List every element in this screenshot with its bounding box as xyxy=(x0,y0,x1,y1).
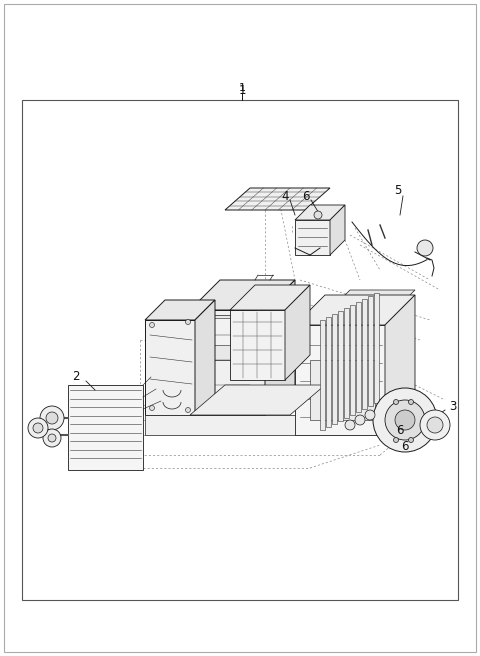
Polygon shape xyxy=(385,295,415,435)
Polygon shape xyxy=(230,310,285,380)
Polygon shape xyxy=(195,300,215,415)
Polygon shape xyxy=(320,320,385,430)
Circle shape xyxy=(345,420,355,430)
Circle shape xyxy=(395,410,415,430)
Circle shape xyxy=(394,400,398,405)
Polygon shape xyxy=(362,299,367,409)
Text: 1: 1 xyxy=(238,83,246,96)
Bar xyxy=(68,385,143,470)
Circle shape xyxy=(149,323,155,327)
Circle shape xyxy=(314,211,322,219)
Circle shape xyxy=(427,417,443,433)
Polygon shape xyxy=(145,320,195,415)
Circle shape xyxy=(28,418,48,438)
Polygon shape xyxy=(295,205,345,220)
Circle shape xyxy=(46,412,58,424)
Circle shape xyxy=(420,410,450,440)
Text: 6: 6 xyxy=(401,440,409,453)
Text: 2: 2 xyxy=(72,369,80,382)
Polygon shape xyxy=(295,325,385,435)
Polygon shape xyxy=(338,311,343,421)
Circle shape xyxy=(48,434,56,442)
Polygon shape xyxy=(350,305,355,415)
Polygon shape xyxy=(145,415,295,435)
Text: 5: 5 xyxy=(394,184,402,197)
Polygon shape xyxy=(285,285,310,380)
Polygon shape xyxy=(310,360,375,420)
Circle shape xyxy=(33,423,43,433)
Text: 3: 3 xyxy=(449,400,456,413)
Circle shape xyxy=(149,405,155,411)
Polygon shape xyxy=(320,320,325,430)
Polygon shape xyxy=(190,310,265,415)
Polygon shape xyxy=(190,385,325,415)
Polygon shape xyxy=(225,188,330,210)
Circle shape xyxy=(408,438,413,443)
Polygon shape xyxy=(295,220,330,255)
Polygon shape xyxy=(205,315,250,360)
Circle shape xyxy=(408,400,413,405)
Polygon shape xyxy=(330,205,345,255)
Circle shape xyxy=(394,438,398,443)
Polygon shape xyxy=(265,280,295,415)
Circle shape xyxy=(417,240,433,256)
Circle shape xyxy=(373,388,437,452)
Text: 6: 6 xyxy=(302,190,310,203)
Circle shape xyxy=(385,400,425,440)
Polygon shape xyxy=(230,285,310,310)
Circle shape xyxy=(185,319,191,325)
Polygon shape xyxy=(390,398,415,445)
Polygon shape xyxy=(332,314,337,424)
Polygon shape xyxy=(190,280,295,310)
Polygon shape xyxy=(374,293,379,403)
Circle shape xyxy=(355,415,365,425)
Polygon shape xyxy=(356,302,361,412)
Circle shape xyxy=(365,410,375,420)
Bar xyxy=(22,100,458,600)
Polygon shape xyxy=(344,308,349,418)
Circle shape xyxy=(43,429,61,447)
Polygon shape xyxy=(250,285,290,375)
Polygon shape xyxy=(368,296,373,406)
Polygon shape xyxy=(326,317,331,427)
Circle shape xyxy=(40,406,64,430)
Polygon shape xyxy=(320,290,415,320)
Polygon shape xyxy=(145,300,215,320)
Polygon shape xyxy=(208,318,247,345)
Text: 1: 1 xyxy=(239,83,245,93)
Text: 4: 4 xyxy=(281,190,289,203)
Circle shape xyxy=(185,407,191,413)
Text: 6: 6 xyxy=(396,424,404,436)
Polygon shape xyxy=(295,295,415,325)
